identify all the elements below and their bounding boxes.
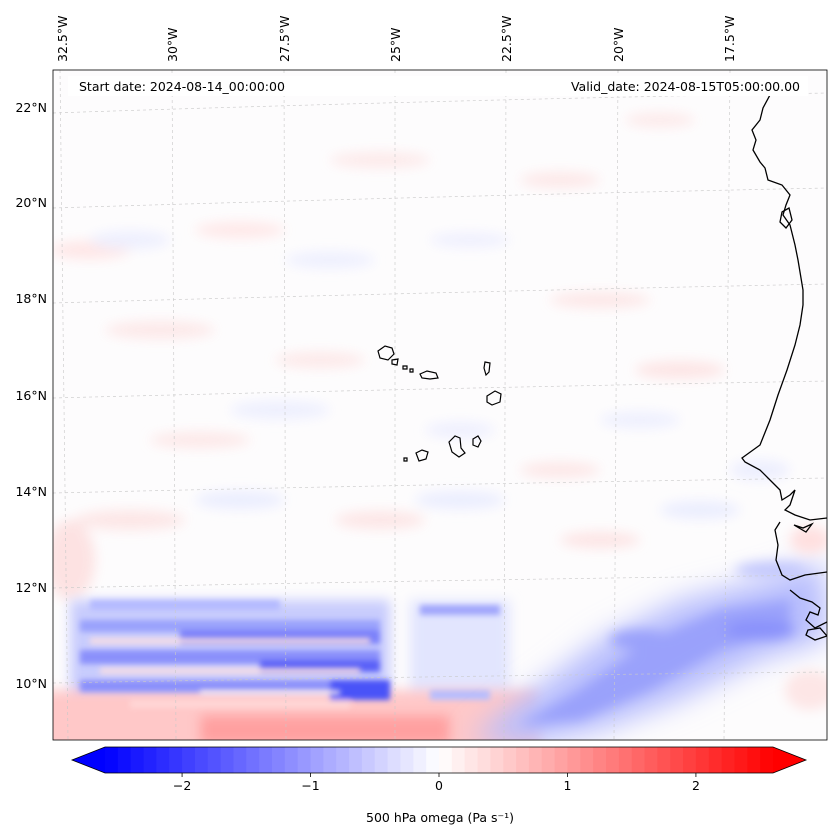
lon-label: 30°W	[165, 27, 180, 62]
colorbar-segment	[721, 747, 736, 773]
colorbar-tick-label: 1	[563, 778, 571, 793]
colorbar-segment	[567, 747, 581, 773]
colorbar-segment	[182, 747, 196, 773]
colorbar-segment	[580, 747, 594, 773]
lon-label: 20°W	[611, 27, 626, 62]
colorbar-segment	[156, 747, 170, 773]
lat-label: 20°N	[15, 195, 47, 210]
map-border	[52, 69, 828, 741]
colorbar-segment	[464, 747, 479, 773]
colorbar-segment	[426, 747, 440, 773]
colorbar-segment	[593, 747, 607, 773]
colorbar-segment	[734, 747, 748, 773]
colorbar-label: 500 hPa omega (Pa s⁻¹)	[366, 810, 514, 825]
colorbar-segment	[310, 747, 324, 773]
colorbar-extend-max	[773, 747, 806, 773]
gridlines	[53, 70, 827, 740]
colorbar-segment	[503, 747, 517, 773]
colorbar-segment	[490, 747, 504, 773]
colorbar-segment	[117, 747, 132, 773]
colorbar-segment	[233, 747, 247, 773]
lon-label: 22.5°W	[499, 16, 514, 62]
lon-label: 32.5°W	[55, 16, 70, 62]
colorbar-segment	[272, 747, 286, 773]
lon-label: 17.5°W	[722, 16, 737, 62]
colorbar-segment	[695, 747, 710, 773]
colorbar-extend-min	[72, 747, 105, 773]
colorbar-segment	[194, 747, 209, 773]
colorbar-tick-label: 2	[692, 778, 700, 793]
colorbar-segment	[361, 747, 376, 773]
colorbar-segment	[220, 747, 235, 773]
colorbar: −2 −1 0 1 2 500 hPa omega (Pa s⁻¹)	[70, 746, 808, 825]
colorbar-segment	[683, 747, 697, 773]
colorbar-segment	[259, 747, 273, 773]
lat-label: 22°N	[15, 100, 47, 115]
colorbar-segment	[143, 747, 157, 773]
colorbar-segment	[413, 747, 427, 773]
coastline	[741, 87, 827, 641]
colorbar-segment	[528, 747, 543, 773]
date-label-backdrop	[68, 76, 808, 96]
lon-label: 27.5°W	[277, 16, 292, 62]
colorbar-segment	[169, 747, 183, 773]
colorbar-segment	[477, 747, 491, 773]
omega-field	[53, 113, 827, 740]
lat-label: 16°N	[15, 388, 47, 403]
colorbar-segment	[451, 747, 466, 773]
colorbar-tick-label: 0	[435, 778, 443, 793]
colorbar-segment	[284, 747, 299, 773]
colorbar-segment	[400, 747, 414, 773]
latitude-labels: 22°N 20°N 18°N 16°N 14°N 12°N 10°N	[15, 100, 47, 691]
colorbar-segment	[439, 747, 453, 773]
colorbar-segment	[297, 747, 312, 773]
valid-date-label: Valid_date: 2024-08-15T05:00:00.00	[571, 79, 800, 94]
colorbar-ticks: −2 −1 0 1 2	[173, 773, 700, 793]
colorbar-segment	[554, 747, 569, 773]
colorbar-tick-label: −1	[301, 778, 319, 793]
longitude-labels: 32.5°W 30°W 27.5°W 25°W 22.5°W 20°W 17.5…	[55, 16, 737, 62]
colorbar-segment	[644, 747, 658, 773]
colorbar-segment	[657, 747, 671, 773]
colorbar-segment	[374, 747, 389, 773]
colorbar-segment	[541, 747, 556, 773]
colorbar-segment	[708, 747, 723, 773]
colorbar-segment	[631, 747, 646, 773]
colorbar-outline	[70, 746, 808, 774]
colorbar-segment	[747, 747, 761, 773]
colorbar-segment	[349, 747, 363, 773]
colorbar-segment	[670, 747, 684, 773]
colorbar-segment	[336, 747, 350, 773]
lat-label: 12°N	[15, 580, 47, 595]
colorbar-segment	[105, 747, 119, 773]
colorbar-segment	[606, 747, 620, 773]
colorbar-segments	[105, 747, 774, 773]
colorbar-segment	[207, 747, 222, 773]
colorbar-segment	[387, 747, 402, 773]
colorbar-segment	[516, 747, 530, 773]
lat-label: 18°N	[15, 291, 47, 306]
colorbar-segment	[323, 747, 337, 773]
colorbar-segment	[130, 747, 145, 773]
cabo-verde-islands	[377, 345, 502, 462]
lat-label: 10°N	[15, 676, 47, 691]
colorbar-segment	[618, 747, 633, 773]
colorbar-tick-label: −2	[173, 778, 191, 793]
colorbar-segment	[760, 747, 774, 773]
colorbar-segment	[246, 747, 260, 773]
lon-label: 25°W	[388, 27, 403, 62]
lat-label: 14°N	[15, 484, 47, 499]
start-date-label: Start date: 2024-08-14_00:00:00	[79, 79, 285, 94]
